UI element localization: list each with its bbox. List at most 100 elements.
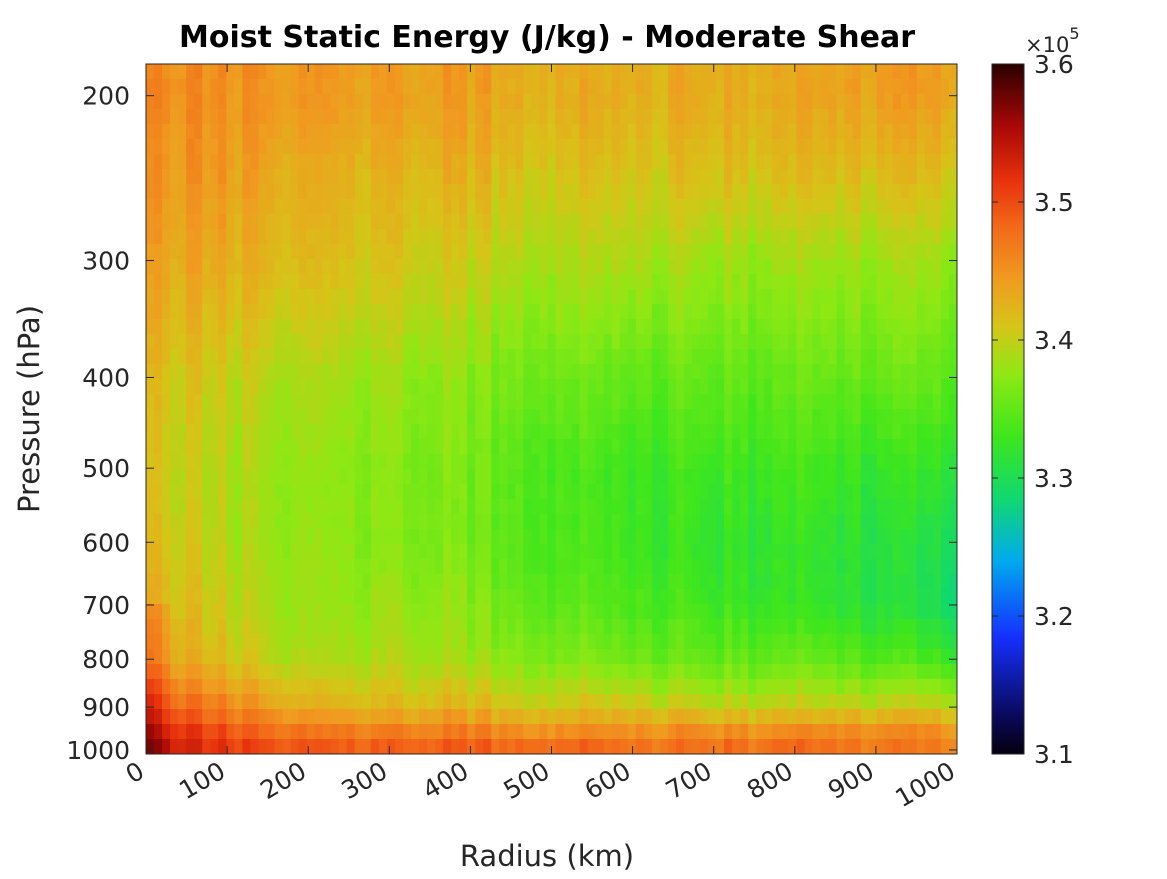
heatmap-cell xyxy=(708,694,717,710)
heatmap-cell xyxy=(643,634,653,650)
heatmap-cell xyxy=(475,544,484,560)
heatmap-cell xyxy=(162,499,171,515)
heatmap-cell xyxy=(627,274,637,290)
heatmap-cell xyxy=(828,679,838,695)
heatmap-cell xyxy=(667,64,677,80)
heatmap-cell xyxy=(419,274,428,290)
heatmap-cell xyxy=(531,724,541,740)
heatmap-cell xyxy=(370,94,380,110)
heatmap-cell xyxy=(659,679,669,695)
heatmap-cell xyxy=(812,394,822,410)
heatmap-cell xyxy=(732,664,741,680)
heatmap-cell xyxy=(916,439,926,455)
heatmap-cell xyxy=(146,274,155,290)
heatmap-cell xyxy=(386,79,396,95)
heatmap-cell xyxy=(900,634,910,650)
heatmap-cell xyxy=(226,94,235,110)
heatmap-cell xyxy=(346,664,356,680)
heatmap-cell xyxy=(419,739,428,754)
heatmap-cell xyxy=(932,709,942,725)
heatmap-cell xyxy=(427,139,436,155)
colorbar-tick-label: 3.4 xyxy=(1034,326,1074,355)
heatmap-cell xyxy=(619,739,629,754)
heatmap-cell xyxy=(571,154,581,170)
heatmap-cell xyxy=(435,409,444,425)
heatmap-cell xyxy=(419,664,428,680)
heatmap-cell xyxy=(619,154,629,170)
heatmap-cell xyxy=(154,559,163,575)
heatmap-cell xyxy=(836,544,846,560)
heatmap-cell xyxy=(346,109,356,125)
heatmap-cell xyxy=(258,694,268,710)
heatmap-cell xyxy=(346,184,356,200)
heatmap-cell xyxy=(659,709,669,725)
heatmap-cell xyxy=(772,454,781,470)
heatmap-cell xyxy=(507,664,516,680)
heatmap-cell xyxy=(860,364,870,380)
heatmap-cell xyxy=(515,409,524,425)
heatmap-cell xyxy=(635,559,645,575)
heatmap-cell xyxy=(683,334,693,350)
heatmap-cell xyxy=(226,409,235,425)
heatmap-cell xyxy=(475,319,484,335)
heatmap-cell xyxy=(692,739,701,754)
heatmap-cell xyxy=(290,349,300,365)
heatmap-cell xyxy=(419,64,428,80)
heatmap-cell xyxy=(394,394,404,410)
heatmap-cell xyxy=(675,739,685,754)
x-tick-label: 1000 xyxy=(890,756,960,813)
heatmap-cell xyxy=(178,454,187,470)
heatmap-cell xyxy=(523,244,533,260)
heatmap-cell xyxy=(547,694,557,710)
heatmap-cell xyxy=(675,79,685,95)
heatmap-cell xyxy=(467,334,476,350)
heatmap-cell xyxy=(218,619,227,635)
heatmap-cell xyxy=(274,229,284,245)
heatmap-cell xyxy=(354,619,364,635)
heatmap-cell xyxy=(346,274,356,290)
heatmap-cell xyxy=(772,94,781,110)
heatmap-cell xyxy=(635,679,645,695)
heatmap-cell xyxy=(443,334,452,350)
heatmap-cell xyxy=(852,664,862,680)
heatmap-cell xyxy=(491,724,500,740)
heatmap-cell xyxy=(274,64,284,80)
heatmap-cell xyxy=(338,484,348,500)
heatmap-cell xyxy=(451,634,460,650)
heatmap-cell xyxy=(362,439,372,455)
heatmap-cell xyxy=(868,319,878,335)
heatmap-cell xyxy=(226,604,235,620)
heatmap-cell xyxy=(940,484,950,500)
heatmap-cell xyxy=(828,154,838,170)
heatmap-cell xyxy=(587,529,597,545)
heatmap-cell xyxy=(250,304,260,320)
heatmap-cell xyxy=(386,724,396,740)
heatmap-cell xyxy=(820,289,830,305)
heatmap-cell xyxy=(716,199,725,215)
heatmap-cell xyxy=(451,679,460,695)
heatmap-cell xyxy=(804,559,814,575)
heatmap-cell xyxy=(354,229,364,245)
heatmap-cell xyxy=(820,529,830,545)
heatmap-cell xyxy=(900,304,910,320)
heatmap-cell xyxy=(186,214,195,230)
heatmap-cell xyxy=(386,319,396,335)
heatmap-cell xyxy=(483,619,492,635)
heatmap-cell xyxy=(820,499,830,515)
heatmap-cell xyxy=(330,679,340,695)
heatmap-cell xyxy=(290,424,300,440)
heatmap-cell xyxy=(491,544,500,560)
heatmap-cell xyxy=(892,619,902,635)
heatmap-cell xyxy=(587,709,597,725)
heatmap-cell xyxy=(788,499,798,515)
heatmap-cell xyxy=(916,574,926,590)
heatmap-cell xyxy=(282,424,292,440)
heatmap-cell xyxy=(748,574,757,590)
heatmap-cell xyxy=(378,439,388,455)
heatmap-cell xyxy=(724,604,733,620)
heatmap-cell xyxy=(154,439,163,455)
heatmap-cell xyxy=(402,334,412,350)
heatmap-cell xyxy=(531,634,541,650)
heatmap-cell xyxy=(186,634,195,650)
heatmap-cell xyxy=(419,724,428,740)
